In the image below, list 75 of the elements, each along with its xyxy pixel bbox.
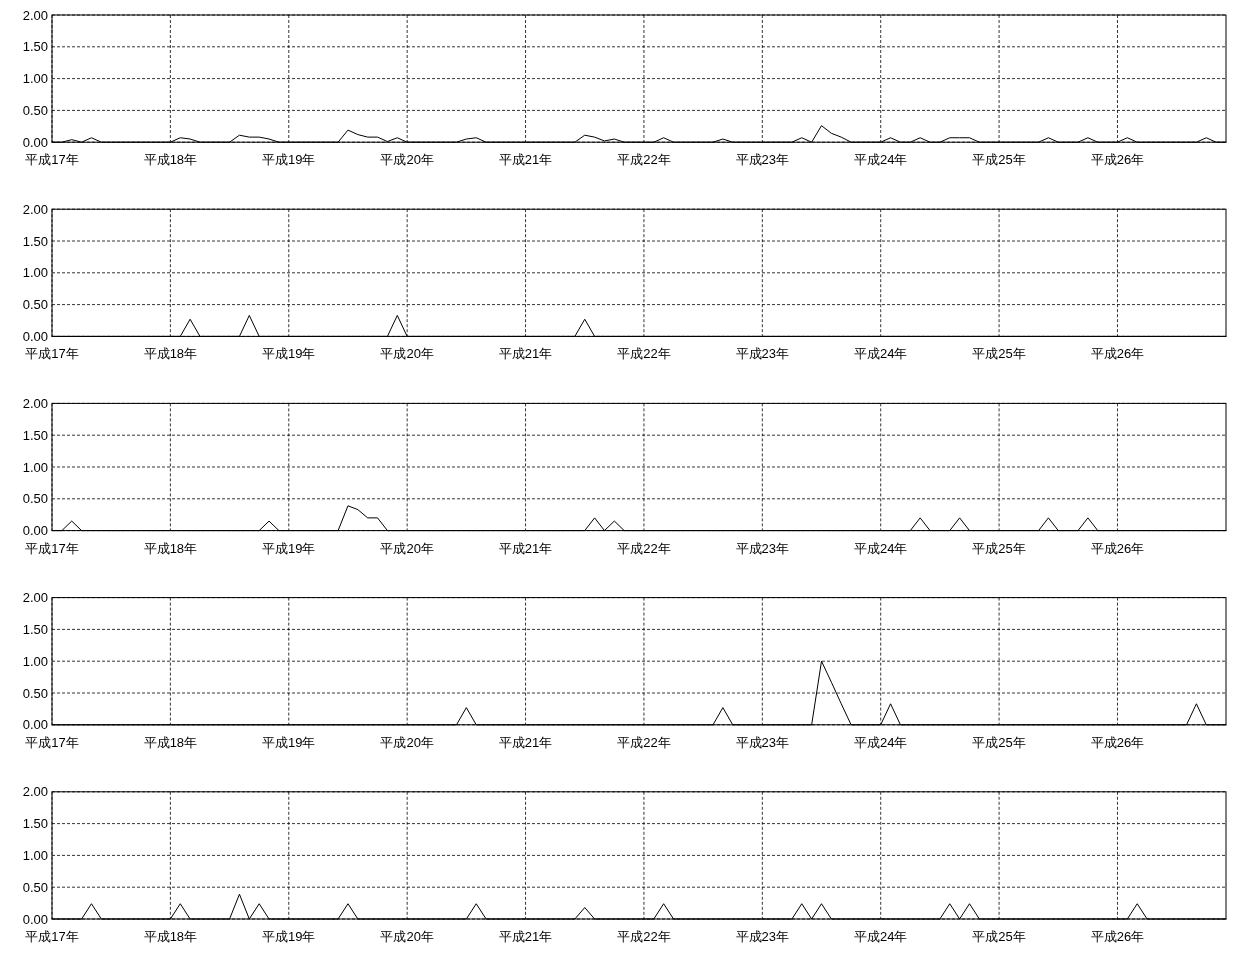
x-tick-label: 平成20年	[380, 734, 434, 750]
x-tick-label: 平成24年	[853, 152, 908, 168]
x-tick-label: 平成18年	[143, 346, 198, 362]
x-tick-label: 平成24年	[853, 540, 908, 556]
x-tick-label: 平成22年	[617, 152, 671, 168]
x-tick-label: 平成20年	[380, 540, 434, 556]
x-tick-label: 平成22年	[617, 540, 671, 556]
x-tick-label: 平成23年	[735, 152, 790, 168]
y-tick-label: 1.00	[22, 71, 48, 87]
x-tick-label: 平成18年	[143, 152, 198, 168]
y-tick-label: 2.00	[22, 201, 48, 217]
x-tick-label: 平成21年	[498, 152, 553, 168]
y-tick-label: 1.50	[22, 621, 48, 637]
y-tick-label: 0.50	[22, 879, 48, 895]
x-tick-label: 平成24年	[853, 346, 908, 362]
y-tick-label: 1.00	[22, 265, 48, 281]
y-tick-label: 0.00	[22, 134, 48, 150]
x-tick-label: 平成18年	[143, 734, 198, 750]
x-tick-label: 平成21年	[498, 540, 553, 556]
x-tick-label: 平成17年	[25, 152, 79, 168]
x-tick-label: 平成26年	[1090, 152, 1145, 168]
x-tick-label: 平成20年	[380, 929, 434, 944]
x-tick-label: 平成25年	[972, 734, 1026, 750]
y-tick-label: 1.50	[22, 427, 48, 443]
y-tick-label: 1.50	[22, 39, 48, 55]
x-tick-label: 平成17年	[25, 929, 79, 944]
x-tick-label: 平成21年	[498, 929, 553, 944]
x-tick-label: 平成17年	[25, 734, 79, 750]
x-tick-label: 平成25年	[972, 929, 1026, 944]
x-tick-label: 平成22年	[617, 734, 671, 750]
x-tick-label: 平成25年	[972, 152, 1026, 168]
x-tick-label: 平成23年	[735, 929, 790, 944]
x-tick-label: 平成24年	[853, 734, 908, 750]
y-tick-label: 0.50	[22, 297, 48, 313]
x-tick-label: 平成26年	[1090, 734, 1145, 750]
x-tick-label: 平成26年	[1090, 346, 1145, 362]
y-tick-label: 1.00	[22, 847, 48, 863]
x-tick-label: 平成22年	[617, 346, 671, 362]
y-tick-label: 1.00	[22, 459, 48, 475]
y-tick-label: 1.50	[22, 233, 48, 249]
x-tick-label: 平成23年	[735, 540, 790, 556]
x-tick-label: 平成19年	[262, 734, 316, 750]
y-tick-label: 1.00	[22, 653, 48, 669]
y-tick-label: 0.00	[22, 328, 48, 344]
x-tick-label: 平成20年	[380, 346, 434, 362]
x-tick-label: 平成22年	[617, 929, 671, 944]
y-tick-label: 0.00	[22, 717, 48, 733]
x-tick-label: 平成23年	[735, 734, 790, 750]
y-tick-label: 0.00	[22, 911, 48, 927]
x-tick-label: 平成18年	[143, 929, 198, 944]
x-tick-label: 平成21年	[498, 734, 553, 750]
x-tick-label: 平成21年	[498, 346, 553, 362]
x-tick-label: 平成19年	[262, 346, 316, 362]
x-tick-label: 平成26年	[1090, 929, 1145, 944]
x-tick-label: 平成24年	[853, 929, 908, 944]
x-tick-label: 平成19年	[262, 540, 316, 556]
x-tick-label: 平成17年	[25, 346, 79, 362]
y-tick-label: 0.00	[22, 523, 48, 539]
y-tick-label: 0.50	[22, 685, 48, 701]
x-tick-label: 平成25年	[972, 540, 1026, 556]
y-tick-label: 2.00	[22, 7, 48, 23]
y-tick-label: 2.00	[22, 395, 48, 411]
y-tick-label: 0.50	[22, 491, 48, 507]
x-tick-label: 平成25年	[972, 346, 1026, 362]
y-tick-label: 2.00	[22, 590, 48, 606]
x-tick-label: 平成17年	[25, 540, 79, 556]
x-tick-label: 平成18年	[143, 540, 198, 556]
y-tick-label: 2.00	[22, 784, 48, 800]
y-tick-label: 0.50	[22, 102, 48, 118]
x-tick-label: 平成19年	[262, 929, 316, 944]
x-tick-label: 平成23年	[735, 346, 790, 362]
x-tick-label: 平成26年	[1090, 540, 1145, 556]
x-tick-label: 平成20年	[380, 152, 434, 168]
x-tick-label: 平成19年	[262, 152, 316, 168]
y-tick-label: 1.50	[22, 816, 48, 832]
